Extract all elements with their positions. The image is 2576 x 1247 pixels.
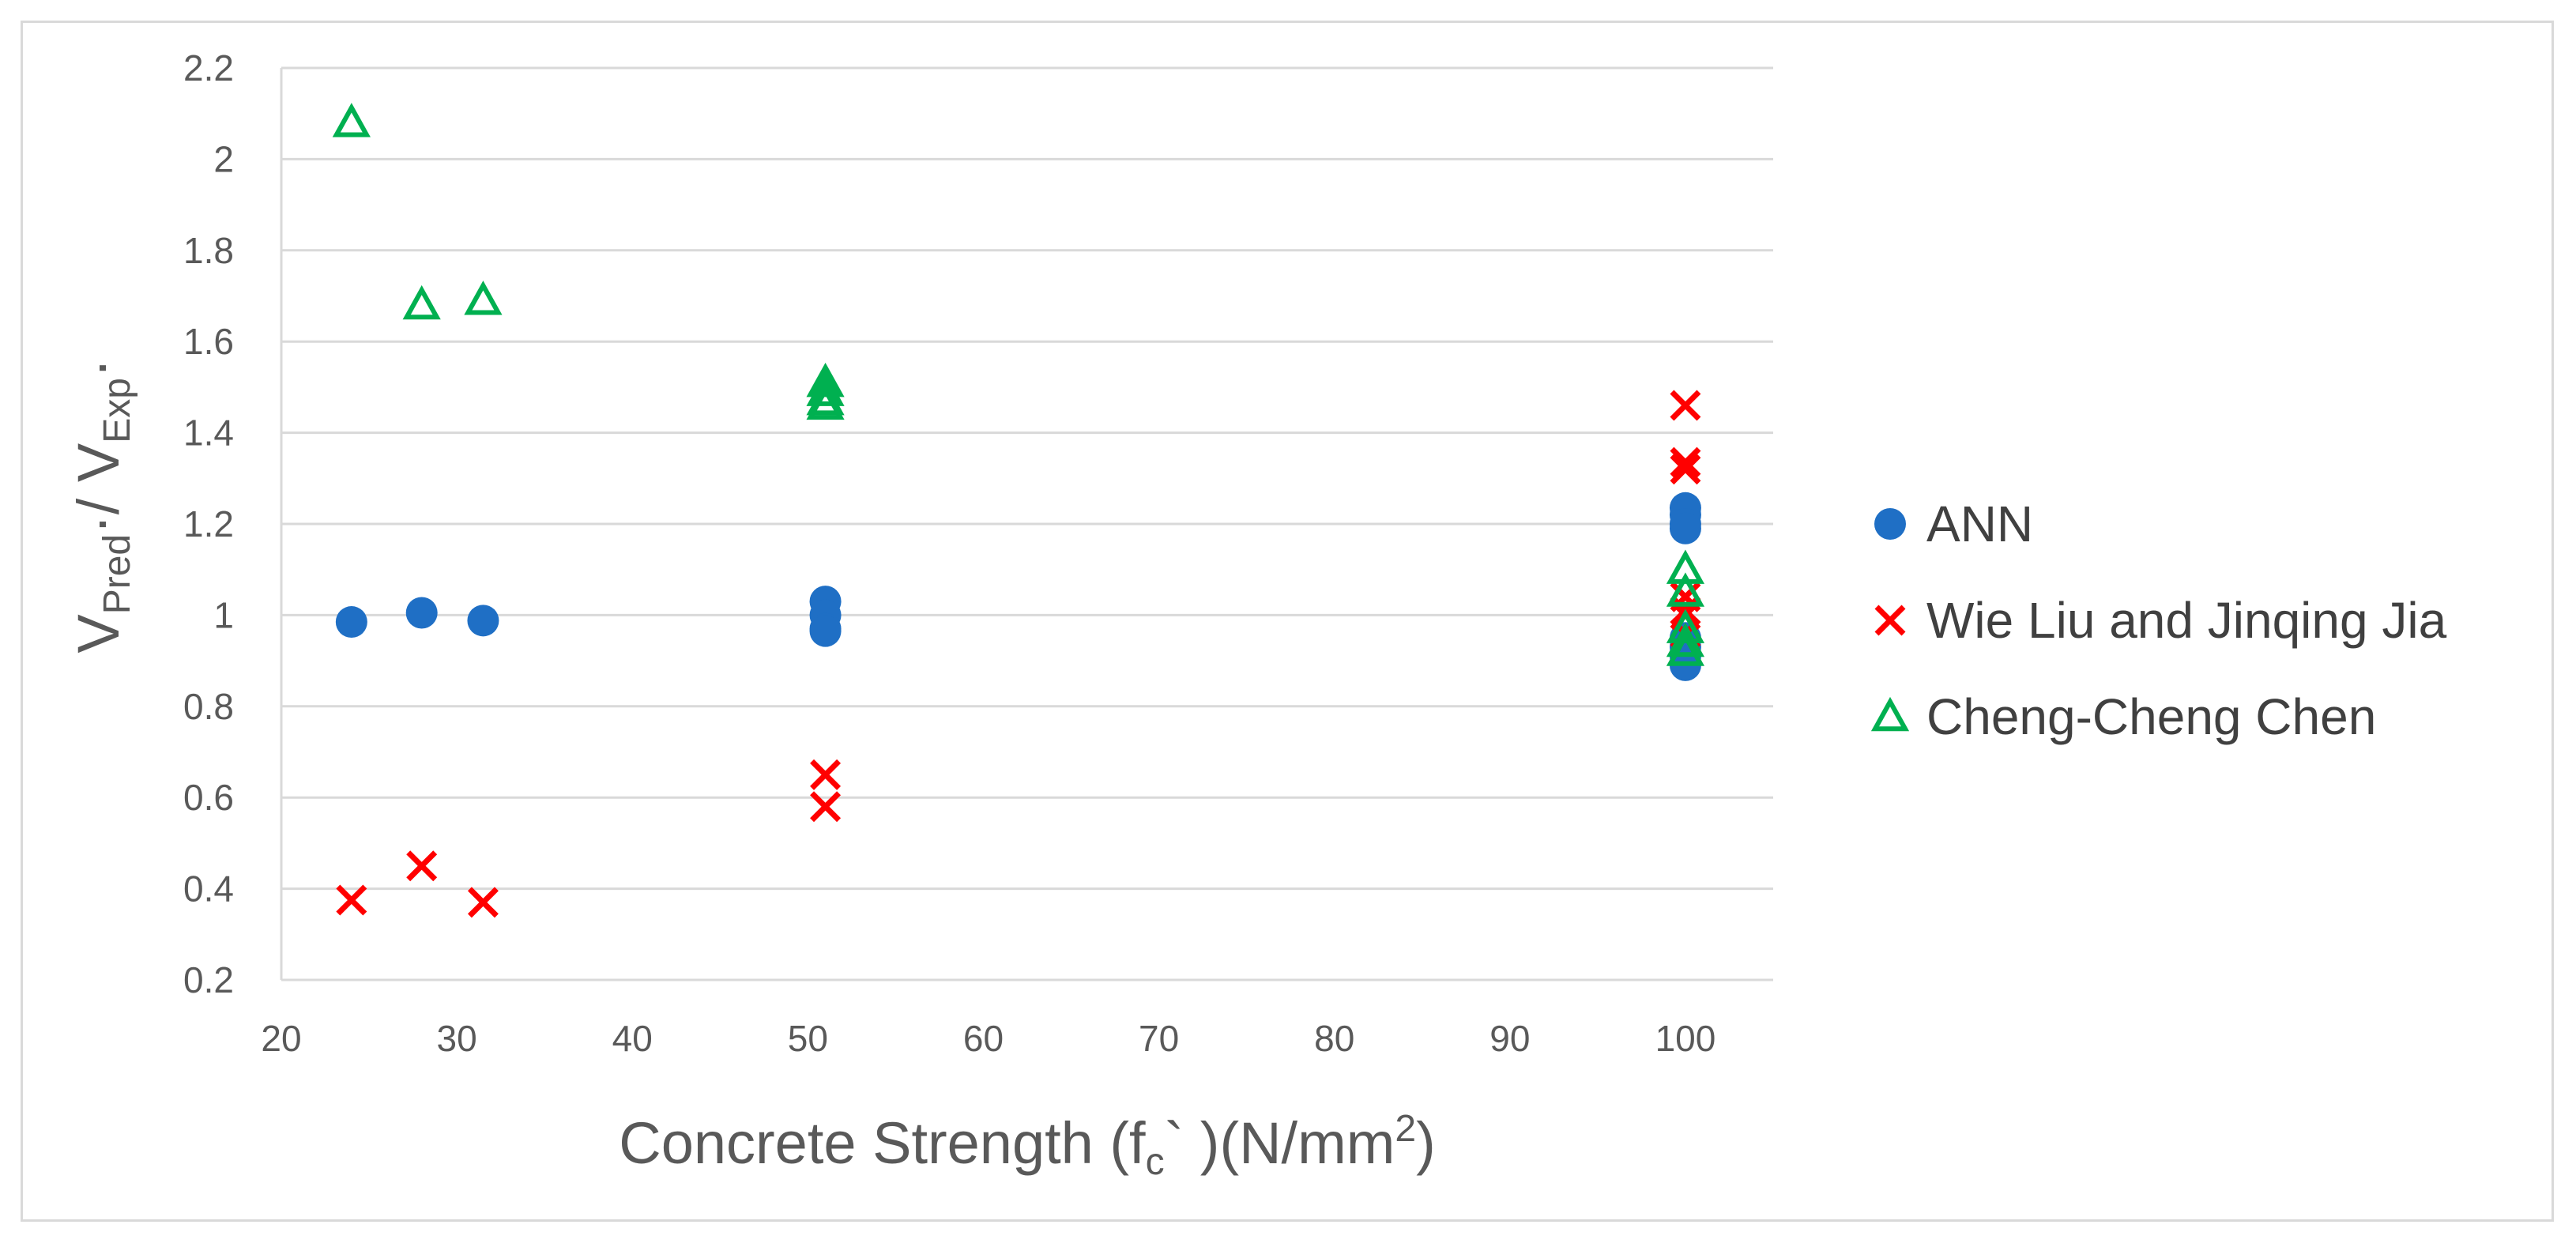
y-tick-label: 0.6 xyxy=(183,777,234,818)
y-tick-label: 2.2 xyxy=(183,47,234,89)
data-point xyxy=(332,103,371,138)
legend-item: ANN xyxy=(1874,495,2033,552)
gridlines xyxy=(280,66,1773,981)
y-tick-labels: 0.2 0.4 0.6 0.8 1 1.2 1.4 1.6 1.8 2 2.2 xyxy=(183,47,234,1000)
x-tick-label: 50 xyxy=(788,1018,828,1059)
data-points xyxy=(332,103,1705,918)
data-point xyxy=(335,606,367,639)
y-tick-label: 0.4 xyxy=(183,868,234,910)
legend-item: Cheng-Cheng Chen xyxy=(1870,688,2376,745)
data-point xyxy=(1670,390,1701,421)
legend-marker xyxy=(1870,696,1910,732)
data-point xyxy=(1669,512,1701,544)
data-point xyxy=(806,385,845,420)
x-tick-label: 90 xyxy=(1489,1018,1530,1059)
y-tick-label: 1.4 xyxy=(183,413,234,454)
legend-marker xyxy=(1874,508,1906,540)
x-axis-title: Concrete Strength (fc` )(N/mm2) xyxy=(619,1108,1435,1183)
data-point xyxy=(1670,446,1701,478)
data-point xyxy=(810,791,842,823)
series-circle xyxy=(335,492,1701,681)
x-tick-labels: 20 30 40 50 60 70 80 90 100 xyxy=(261,1018,1715,1059)
data-point xyxy=(402,284,441,320)
legend-label: Wie Liu and Jinqing Jia xyxy=(1926,592,2447,649)
legend-label: Cheng-Cheng Chen xyxy=(1926,688,2376,745)
x-tick-label: 30 xyxy=(437,1018,477,1059)
data-point xyxy=(806,371,845,406)
series-x xyxy=(336,390,1701,918)
y-tick-label: 2 xyxy=(213,138,234,179)
x-tick-label: 80 xyxy=(1314,1018,1354,1059)
x-tick-label: 20 xyxy=(261,1018,301,1059)
y-tick-label: 1 xyxy=(213,594,234,635)
data-point xyxy=(464,281,503,315)
x-tick-label: 60 xyxy=(963,1018,1004,1059)
series-triangle xyxy=(332,103,1705,666)
y-tick-label: 1.8 xyxy=(183,230,234,271)
y-axis-title: VPred·/ VExp· xyxy=(66,358,138,653)
data-point xyxy=(809,615,842,647)
y-tick-label: 1.2 xyxy=(183,503,234,544)
data-point xyxy=(405,597,438,629)
data-point xyxy=(336,884,367,916)
legend-item: Wie Liu and Jinqing Jia xyxy=(1874,592,2447,649)
data-point xyxy=(1670,454,1701,485)
legend-label: ANN xyxy=(1926,495,2033,552)
data-point xyxy=(1666,631,1705,666)
data-point xyxy=(467,605,499,637)
y-tick-label: 0.2 xyxy=(183,959,234,1000)
x-tick-label: 40 xyxy=(612,1018,653,1059)
x-tick-label: 70 xyxy=(1139,1018,1179,1059)
y-tick-label: 0.8 xyxy=(183,686,234,727)
data-point xyxy=(467,887,499,918)
data-point xyxy=(810,759,842,790)
data-point xyxy=(406,850,438,882)
data-point xyxy=(1666,622,1705,657)
legend-marker xyxy=(1874,605,1906,636)
data-point xyxy=(1666,572,1705,607)
chart-frame xyxy=(21,21,2554,1222)
legend: ANN Wie Liu and Jinqing Jia Cheng-Cheng Ch… xyxy=(1870,495,2447,745)
y-tick-label: 1.6 xyxy=(183,321,234,362)
x-tick-label: 100 xyxy=(1655,1018,1716,1059)
